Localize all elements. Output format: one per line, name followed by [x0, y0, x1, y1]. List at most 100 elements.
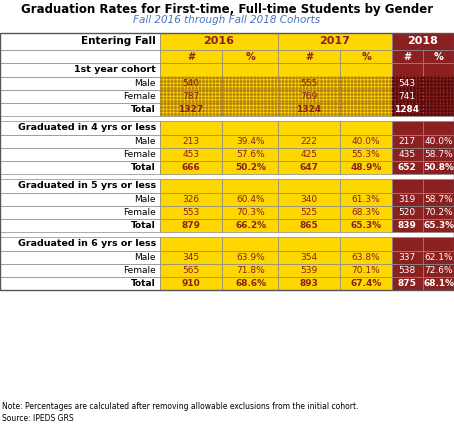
Circle shape [182, 100, 183, 102]
Circle shape [233, 113, 235, 115]
Circle shape [452, 94, 454, 95]
Circle shape [438, 94, 439, 95]
Circle shape [372, 100, 374, 102]
Circle shape [275, 87, 277, 89]
Circle shape [210, 107, 212, 108]
Circle shape [444, 103, 446, 105]
Circle shape [168, 84, 169, 86]
Circle shape [403, 110, 405, 112]
Circle shape [300, 94, 301, 95]
Circle shape [365, 107, 367, 108]
Circle shape [427, 100, 429, 102]
Circle shape [199, 81, 201, 82]
Circle shape [192, 81, 194, 82]
Circle shape [338, 77, 340, 79]
Circle shape [233, 97, 235, 99]
Circle shape [379, 87, 381, 89]
Circle shape [189, 87, 190, 89]
Circle shape [189, 97, 190, 99]
Circle shape [237, 103, 238, 105]
Circle shape [417, 97, 419, 99]
Circle shape [396, 107, 398, 108]
Circle shape [421, 107, 422, 108]
Circle shape [206, 77, 208, 79]
Circle shape [331, 94, 333, 95]
Text: 425: 425 [301, 150, 317, 159]
Circle shape [438, 113, 439, 115]
Circle shape [189, 94, 190, 95]
Circle shape [400, 90, 401, 92]
Circle shape [328, 97, 329, 99]
Circle shape [427, 84, 429, 86]
Circle shape [321, 110, 322, 112]
Circle shape [233, 84, 235, 86]
Circle shape [289, 113, 291, 115]
Bar [160, 50, 222, 63]
Circle shape [237, 77, 238, 79]
Circle shape [265, 103, 266, 105]
Text: 1327: 1327 [178, 105, 203, 114]
Circle shape [383, 110, 385, 112]
Circle shape [452, 77, 454, 79]
Circle shape [251, 94, 252, 95]
Circle shape [244, 90, 245, 92]
Circle shape [279, 94, 281, 95]
Circle shape [427, 103, 429, 105]
Circle shape [213, 113, 215, 115]
Circle shape [217, 100, 218, 102]
Bar [340, 148, 392, 161]
Circle shape [196, 97, 197, 99]
Circle shape [210, 103, 212, 105]
Circle shape [182, 87, 183, 89]
Circle shape [362, 81, 363, 82]
Bar [222, 251, 278, 264]
Text: 666: 666 [182, 163, 200, 172]
Circle shape [196, 77, 197, 79]
Text: 57.6%: 57.6% [237, 150, 266, 159]
Bar [340, 277, 392, 290]
Circle shape [286, 100, 287, 102]
Circle shape [424, 113, 425, 115]
Circle shape [340, 107, 342, 108]
Circle shape [230, 113, 232, 115]
Bar [278, 193, 340, 206]
Circle shape [161, 90, 163, 92]
Text: Female: Female [123, 208, 156, 217]
Circle shape [369, 103, 370, 105]
Circle shape [348, 103, 349, 105]
Circle shape [251, 113, 252, 115]
Circle shape [441, 97, 443, 99]
Circle shape [279, 103, 281, 105]
Circle shape [300, 90, 301, 92]
Circle shape [161, 94, 163, 95]
Circle shape [303, 77, 305, 79]
Bar [423, 77, 454, 90]
Text: 62.1%: 62.1% [424, 253, 453, 262]
Circle shape [424, 77, 425, 79]
Circle shape [317, 100, 319, 102]
Circle shape [417, 110, 419, 112]
Circle shape [300, 87, 301, 89]
Circle shape [351, 113, 353, 115]
Text: 55.3%: 55.3% [352, 150, 380, 159]
Circle shape [331, 84, 333, 86]
Circle shape [390, 90, 391, 92]
Circle shape [331, 77, 333, 79]
Circle shape [254, 110, 256, 112]
Circle shape [265, 77, 266, 79]
Circle shape [240, 87, 242, 89]
Circle shape [328, 110, 329, 112]
Text: 326: 326 [183, 195, 200, 204]
Circle shape [396, 113, 398, 115]
Circle shape [210, 77, 212, 79]
Circle shape [358, 100, 360, 102]
Circle shape [271, 87, 273, 89]
Circle shape [310, 81, 312, 82]
Bar [222, 148, 278, 161]
Circle shape [217, 94, 218, 95]
Circle shape [189, 100, 190, 102]
Circle shape [355, 103, 356, 105]
Circle shape [226, 97, 228, 99]
Circle shape [254, 100, 256, 102]
Bar [392, 264, 423, 277]
